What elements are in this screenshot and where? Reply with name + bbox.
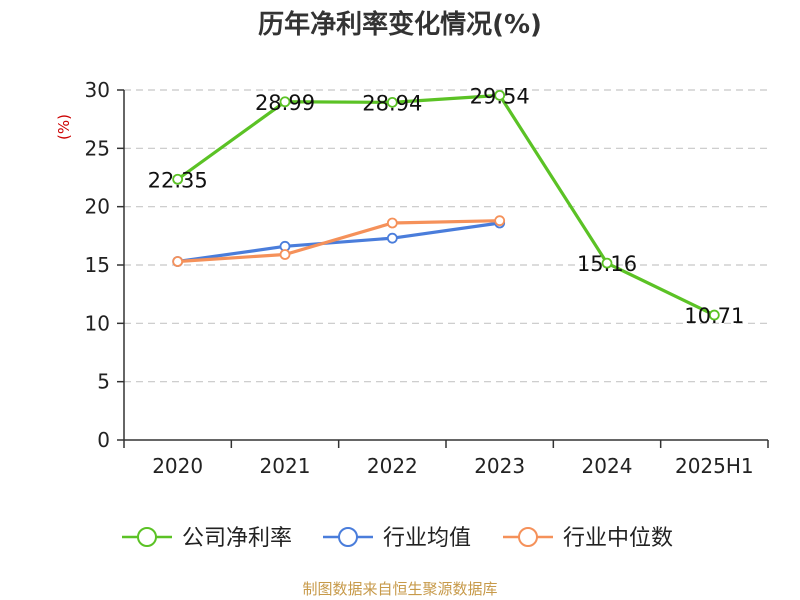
data-point-2-2023[interactable] [494,215,506,227]
x-tick-label-2025H1: 2025H1 [675,454,754,478]
legend-marker [338,527,358,547]
legend-item-1[interactable]: 行业均值 [323,526,471,551]
data-label-2020: 22.35 [148,168,208,192]
y-tick-label: 25 [85,136,110,160]
y-tick-label: 5 [97,370,110,394]
series-lines [172,89,720,321]
y-tick-label: 0 [97,428,110,452]
legend-marker [137,527,157,547]
data-point-0-2025H1[interactable] [708,309,720,321]
data-point-0-2020[interactable] [172,173,184,185]
data-point-0-2022[interactable] [386,96,398,108]
x-tick-label-2024: 2024 [582,454,633,478]
x-tick-label-2021: 2021 [260,454,311,478]
data-point-0-2021[interactable] [279,96,291,108]
legend[interactable]: 公司净利率 行业均值 行业中位数 [122,526,673,551]
legend-item-2[interactable]: 行业中位数 [503,526,673,551]
chart-title: 历年净利率变化情况(%) [258,9,542,40]
data-label-2024: 15.16 [577,252,637,276]
legend-label: 公司净利率 [182,526,292,551]
x-tick-label-2022: 2022 [367,454,418,478]
legend-label: 行业均值 [383,526,471,551]
data-label-2025H1: 10.71 [684,304,744,328]
x-tick-label-2020: 2020 [152,454,203,478]
y-tick-label: 10 [85,311,110,335]
data-point-2-2020[interactable] [172,256,184,267]
gridlines [124,89,768,383]
y-tick-label: 15 [85,253,110,277]
data-label-2021: 28.99 [255,91,315,115]
y-tick-label: 30 [85,78,110,102]
legend-item-0[interactable]: 公司净利率 [122,526,292,551]
data-label-2022: 28.94 [362,91,422,115]
legend-marker [518,527,538,547]
source-footer: 制图数据来自恒生聚源数据库 [302,580,497,598]
data-point-1-2022[interactable] [386,232,398,244]
data-point-0-2024[interactable] [601,257,613,269]
data-label-2023: 29.54 [470,84,530,108]
series-line-0 [176,93,716,317]
data-labels: 22.35 28.99 28.94 29.54 15.16 10.71 [148,84,745,328]
data-point-0-2023[interactable] [494,89,506,101]
y-tick-label: 20 [85,195,110,219]
axes: 0 5 10 15 20 25 30 2020 2021 2022 2023 2024 2025H1 [85,78,769,478]
y-axis-label: (%) [55,114,73,140]
data-point-2-2022[interactable] [386,217,398,229]
data-point-2-2021[interactable] [279,249,291,260]
series-line-1 [176,221,502,264]
legend-label: 行业中位数 [563,526,673,551]
x-tick-label-2023: 2023 [474,454,525,478]
series-line-2 [176,219,502,264]
